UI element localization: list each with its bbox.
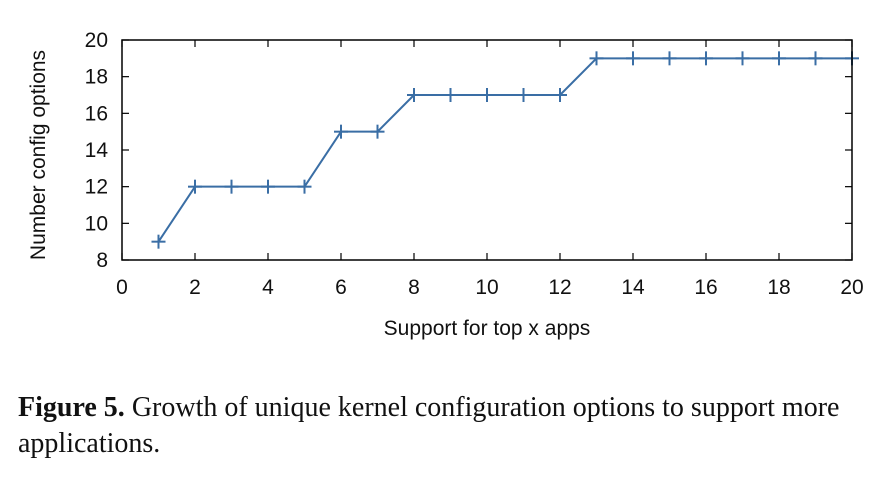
x-tick-label: 6 xyxy=(335,276,347,299)
data-point xyxy=(224,179,239,194)
data-point xyxy=(516,88,531,102)
data-point xyxy=(772,51,786,66)
figure-caption-text: Growth of unique kernel configuration op… xyxy=(18,392,840,459)
x-tick-label: 20 xyxy=(840,276,863,299)
data-point xyxy=(808,51,823,66)
x-tick-label: 12 xyxy=(548,276,571,299)
y-tick-label: 8 xyxy=(96,249,108,272)
tick-labels: 0 2 4 6 8 10 12 14 16 18 20 8 10 12 14 16 18 20 xyxy=(85,29,864,299)
series-layer xyxy=(151,51,859,249)
plot-frame xyxy=(121,39,853,261)
x-tick-label: 14 xyxy=(621,276,645,299)
data-point xyxy=(553,88,567,102)
figure-caption: Figure 5. Growth of unique kernel config… xyxy=(18,390,878,462)
y-tick-label: 20 xyxy=(85,29,108,52)
data-point xyxy=(188,179,202,194)
y-tick-label: 10 xyxy=(85,212,108,235)
data-point xyxy=(626,51,640,66)
data-point xyxy=(735,51,750,66)
x-tick-label: 10 xyxy=(475,276,498,299)
y-axis-title: Number config options xyxy=(27,50,50,260)
data-point xyxy=(407,88,421,102)
x-tick-label: 18 xyxy=(767,276,790,299)
data-point xyxy=(261,179,275,194)
data-point xyxy=(151,234,166,249)
y-tick-label: 12 xyxy=(85,176,108,199)
x-axis-title: Support for top x apps xyxy=(384,317,591,340)
x-tick-label: 8 xyxy=(408,276,420,299)
data-point xyxy=(699,51,713,66)
line-chart: 0 2 4 6 8 10 12 14 16 18 20 8 10 12 14 16 18 20 Support f… xyxy=(27,29,864,340)
data-point xyxy=(480,88,494,102)
x-tick-label: 2 xyxy=(189,276,201,299)
y-tick-label: 16 xyxy=(85,102,108,125)
data-point xyxy=(662,51,677,66)
data-point xyxy=(443,88,458,102)
data-point xyxy=(589,51,604,66)
x-tick-label: 16 xyxy=(694,276,717,299)
x-tick-label: 4 xyxy=(262,276,274,299)
data-point xyxy=(334,124,348,139)
y-tick-label: 18 xyxy=(85,66,108,89)
figure-caption-label: Figure 5. xyxy=(18,392,125,423)
series-line xyxy=(157,57,852,243)
axis-ticks xyxy=(121,39,853,261)
data-point xyxy=(370,124,385,139)
data-point xyxy=(297,179,312,194)
x-tick-label: 0 xyxy=(116,276,128,299)
y-tick-label: 14 xyxy=(85,139,109,162)
